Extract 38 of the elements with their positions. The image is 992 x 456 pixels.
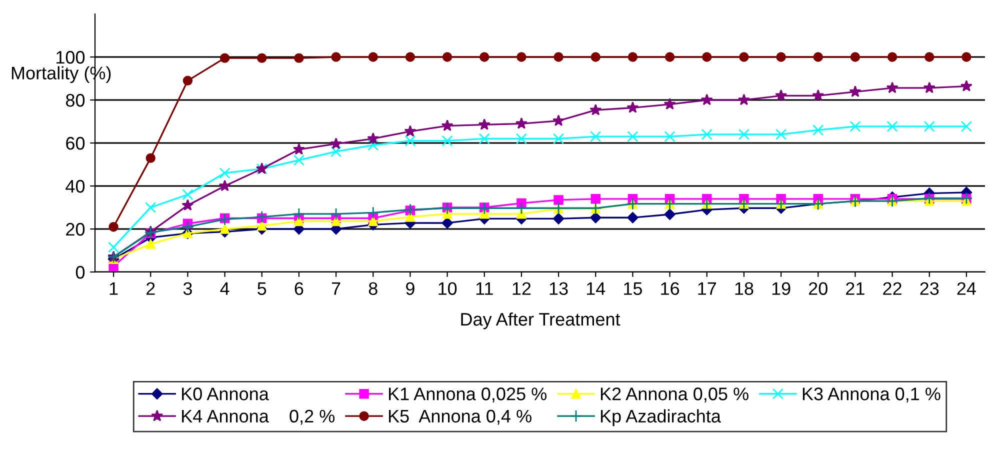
x-tick-label: 2 (146, 282, 155, 295)
x-tick-label: 1 (110, 282, 118, 295)
y-tick-label: 60 (66, 136, 85, 150)
x-tick-label: 4 (220, 282, 230, 295)
x-tick-label: 23 (920, 282, 939, 295)
legend-label: K2 Annona 0,05 % (600, 388, 748, 402)
x-tick-label: 17 (698, 282, 716, 295)
x-tick-label: 11 (476, 282, 493, 295)
x-tick-label: 20 (808, 282, 828, 295)
legend-label: K0 Annona (182, 388, 269, 400)
x-tick-label: 21 (846, 282, 864, 295)
x-tick-label: 18 (735, 282, 754, 295)
y-tick-label: 40 (66, 180, 85, 193)
x-tick-label: 6 (294, 282, 304, 295)
y-tick-label: 80 (66, 94, 85, 107)
legend-label: K4 Annona 0,2 % (182, 410, 335, 425)
x-tick-label: 13 (550, 282, 568, 295)
x-tick-label: 24 (957, 282, 976, 295)
x-tick-label: 22 (883, 282, 902, 295)
x-tick-label: 19 (772, 282, 790, 295)
legend-label: K5 Annona 0,4 % (388, 410, 532, 425)
y-tick-label: 100 (56, 50, 85, 64)
x-tick-label: 5 (258, 282, 266, 295)
x-tick-label: 16 (661, 282, 680, 295)
x-tick-label: 15 (624, 282, 642, 295)
legend-label: K3 Annona 0,1 % (802, 388, 940, 402)
legend-label: K1 Annona 0,025 % (388, 388, 546, 402)
x-tick-label: 9 (406, 282, 414, 295)
x-tick-label: 8 (368, 282, 378, 295)
x-tick-label: 3 (183, 282, 192, 295)
y-tick-label: 20 (66, 222, 85, 236)
x-tick-label: 12 (512, 282, 531, 295)
x-tick-label: 14 (586, 282, 606, 295)
y-tick-label: 0 (76, 266, 85, 279)
x-tick-label: 10 (438, 282, 457, 295)
x-tick-label: 7 (332, 282, 340, 295)
legend-label: Kp Azadirachta (600, 409, 721, 426)
x-axis-title: Day After Treatment (461, 312, 620, 330)
